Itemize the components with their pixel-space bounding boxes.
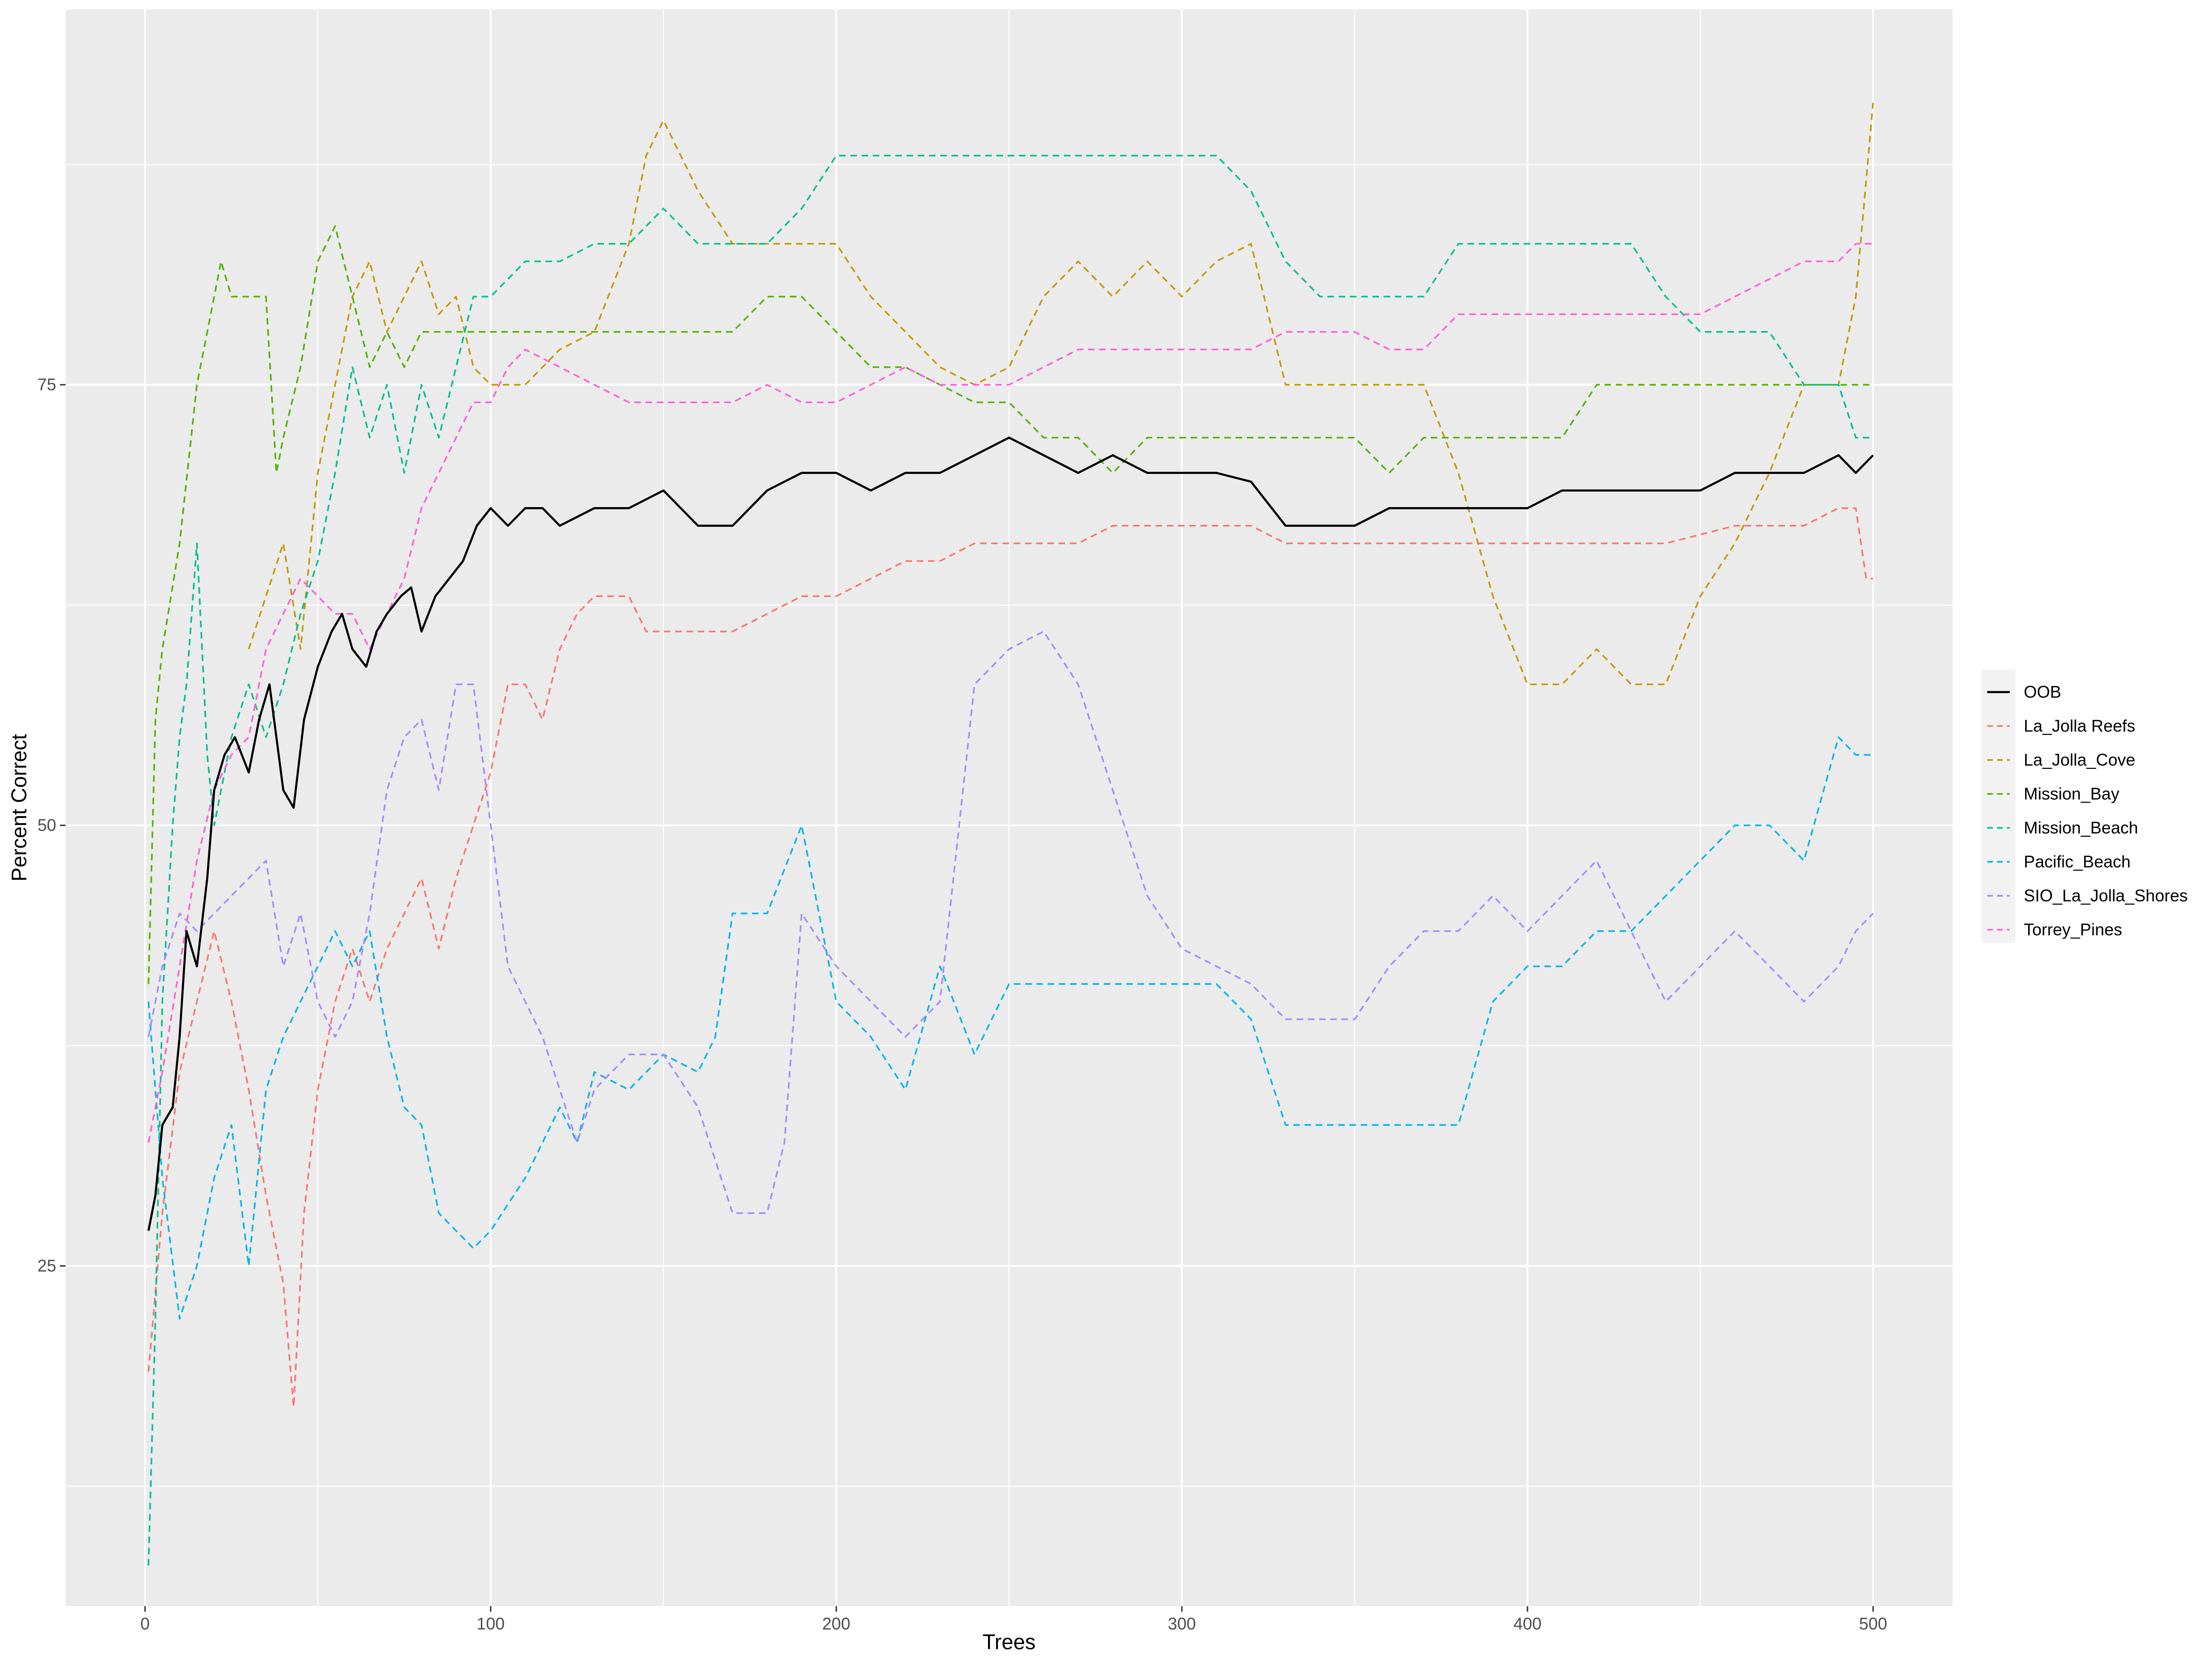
series-line-torrey-pines	[147, 243, 1873, 1143]
x-axis-title: Trees	[982, 1630, 1035, 1654]
legend-label-pacific-beach: Pacific_Beach	[2024, 852, 2131, 871]
x-tick-label: 0	[140, 1614, 150, 1633]
legend: OOB La_Jolla Reefs La_Jolla_Cove Mission_Ba…	[1982, 670, 2188, 943]
legend-label-oob: OOB	[2024, 682, 2061, 701]
series-line-sio-la-jolla-shores	[147, 630, 1874, 1214]
x-tick-label: 300	[1168, 1614, 1196, 1633]
legend-label-la-jolla-cove: La_Jolla_Cove	[2024, 750, 2135, 769]
x-tick-label: 200	[822, 1614, 850, 1633]
series-line-mission-beach	[147, 155, 1873, 1566]
x-tick-label: 400	[1513, 1614, 1541, 1633]
legend-key-background	[1982, 670, 2015, 943]
series-line-oob	[147, 436, 1874, 1231]
series-line-pacific-beach	[147, 736, 1873, 1320]
axis-ticks: 0 100 200 300 400 500 25 50 75	[37, 375, 1887, 1633]
series-layer	[147, 103, 1874, 1566]
y-tick-label: 75	[37, 375, 56, 394]
y-axis-title: Percent Correct	[7, 734, 31, 882]
series-line-la-jolla-reefs	[147, 507, 1873, 1408]
x-tick-label: 500	[1859, 1614, 1887, 1633]
series-line-la-jolla-cove	[248, 103, 1874, 686]
legend-label-sio-la-jolla-shores: SIO_La_Jolla_Shores	[2024, 886, 2188, 905]
x-tick-label: 100	[477, 1614, 505, 1633]
series-line-mission-bay	[147, 225, 1873, 984]
y-tick-label: 25	[37, 1256, 56, 1276]
y-tick-label: 50	[37, 816, 56, 835]
legend-label-torrey-pines: Torrey_Pines	[2024, 920, 2122, 939]
legend-label-mission-bay: Mission_Bay	[2024, 784, 2119, 804]
legend-label-mission-beach: Mission_Beach	[2024, 818, 2138, 837]
grid	[66, 9, 1953, 1606]
legend-label-la-jolla-reefs: La_Jolla Reefs	[2024, 716, 2135, 736]
